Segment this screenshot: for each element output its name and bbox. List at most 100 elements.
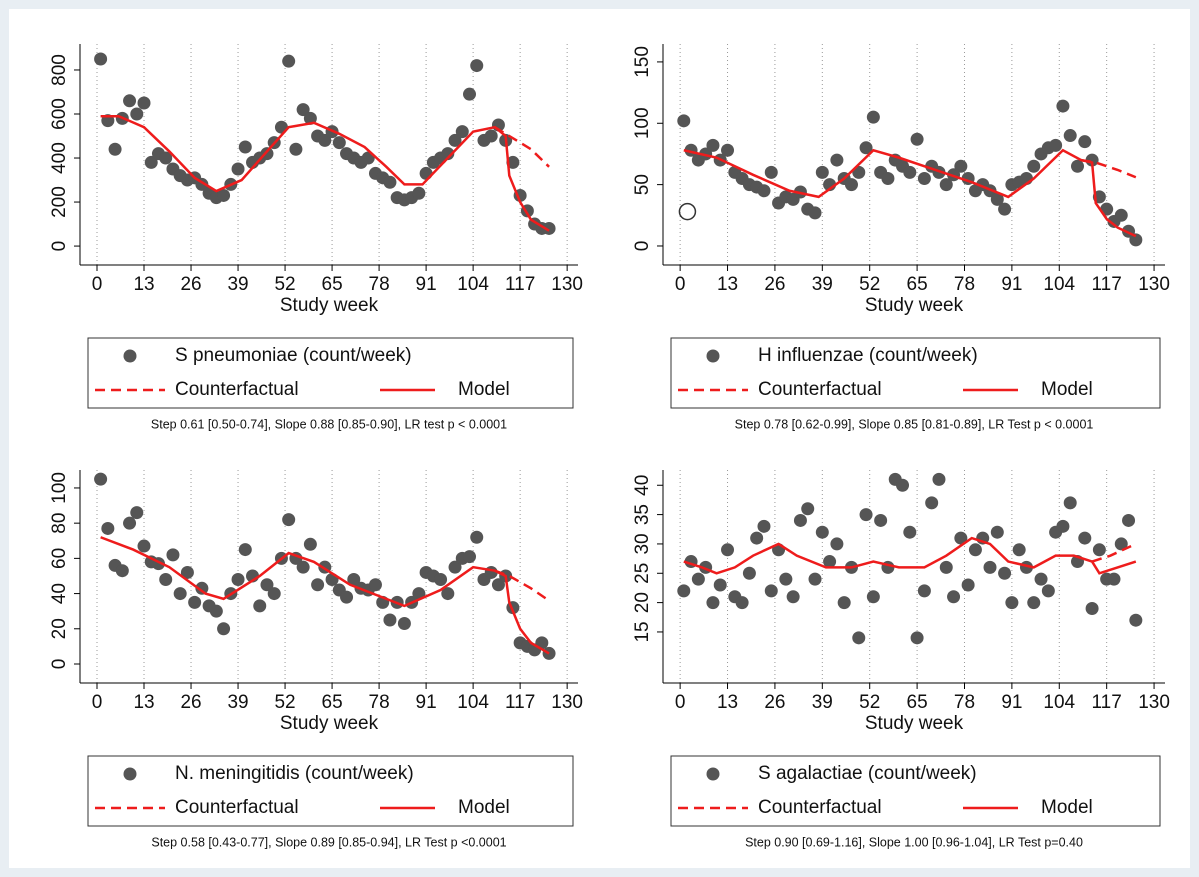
data-point [1078, 135, 1092, 149]
data-point [123, 94, 137, 108]
legend-label: S agalactiae (count/week) [758, 763, 977, 784]
data-point [441, 147, 455, 161]
y-tick-label: 0 [49, 241, 70, 252]
data-point [159, 151, 173, 165]
data-point [837, 596, 851, 610]
data-point [368, 578, 382, 592]
data-point [340, 590, 354, 604]
data-point [677, 584, 691, 598]
data-point [706, 138, 720, 152]
data-point [866, 590, 880, 604]
x-tick-label: 52 [859, 274, 880, 295]
data-point [968, 543, 982, 557]
data-point [332, 136, 346, 150]
data-point [859, 508, 873, 522]
x-axis-label: Study week [865, 295, 964, 316]
y-tick-label: 0 [49, 659, 70, 670]
data-point [925, 496, 939, 510]
legend-label: Counterfactual [758, 797, 882, 818]
data-point [1078, 531, 1092, 545]
data-point [231, 572, 245, 586]
x-tick-label: 78 [369, 692, 390, 713]
data-point [903, 165, 917, 179]
model-line [683, 536, 1137, 575]
data-point [491, 578, 505, 592]
y-tick-label: 20 [632, 592, 653, 613]
data-point [470, 59, 484, 73]
legend-label: Model [1041, 797, 1093, 818]
y-tick-label: 20 [49, 618, 70, 639]
x-tick-label: 52 [274, 692, 295, 713]
data-point [484, 129, 498, 143]
legend-marker [706, 767, 720, 781]
x-tick-label: 104 [457, 274, 489, 295]
data-point [903, 525, 917, 539]
legend-label: Model [1041, 379, 1093, 400]
x-tick-label: 130 [551, 692, 583, 713]
data-point [1041, 584, 1055, 598]
data-point [463, 550, 477, 564]
y-tick-label: 50 [632, 174, 653, 195]
legend-label: Counterfactual [175, 797, 299, 818]
data-point [1107, 572, 1121, 586]
data-point [159, 572, 173, 586]
legend-box [87, 755, 574, 827]
y-tick-label: 35 [632, 504, 653, 525]
data-point [815, 525, 829, 539]
x-tick-label: 130 [1138, 274, 1170, 295]
data-point [939, 178, 953, 192]
data-point [231, 162, 245, 176]
legend-label: Counterfactual [175, 379, 299, 400]
data-point [115, 564, 129, 578]
data-point [238, 543, 252, 557]
y-tick-label: 25 [632, 563, 653, 584]
data-point [217, 188, 231, 202]
x-tick-label: 130 [1138, 692, 1170, 713]
x-tick-label: 26 [180, 692, 201, 713]
x-tick-label: 26 [764, 692, 785, 713]
model-line [100, 114, 550, 232]
x-tick-label: 0 [92, 692, 103, 713]
legend-label: Model [458, 379, 510, 400]
data-point [94, 52, 108, 66]
x-tick-label: 117 [505, 692, 535, 713]
y-tick-label: 100 [49, 472, 70, 504]
data-point [419, 166, 433, 180]
data-point [830, 153, 844, 167]
data-point [123, 516, 137, 530]
data-point [267, 587, 281, 601]
legend-label: S pneumoniae (count/week) [175, 345, 412, 366]
x-tick-label: 91 [416, 274, 437, 295]
data-point [470, 530, 484, 544]
x-tick-label: 0 [675, 274, 686, 295]
data-point [455, 125, 469, 139]
x-tick-label: 52 [859, 692, 880, 713]
panel-background [9, 9, 1190, 868]
legend-box [670, 755, 1161, 827]
data-point [1027, 159, 1041, 173]
data-point [412, 186, 426, 200]
data-point [1056, 519, 1070, 533]
data-point [983, 560, 997, 574]
model-line [100, 536, 550, 655]
data-point [303, 537, 317, 551]
data-point [347, 572, 361, 586]
data-point [260, 578, 274, 592]
data-point [917, 171, 931, 185]
data-point [910, 631, 924, 645]
data-point [108, 142, 122, 156]
y-tick-label: 0 [632, 241, 653, 252]
data-point [713, 578, 727, 592]
x-tick-label: 39 [227, 274, 248, 295]
data-point [448, 133, 462, 147]
data-point [793, 513, 807, 527]
data-point [282, 513, 296, 527]
x-tick-label: 65 [907, 274, 928, 295]
data-point [1005, 596, 1019, 610]
x-tick-label: 13 [717, 692, 738, 713]
data-point [101, 521, 115, 535]
y-tick-label: 60 [49, 548, 70, 569]
data-point [764, 584, 778, 598]
x-tick-label: 26 [764, 274, 785, 295]
